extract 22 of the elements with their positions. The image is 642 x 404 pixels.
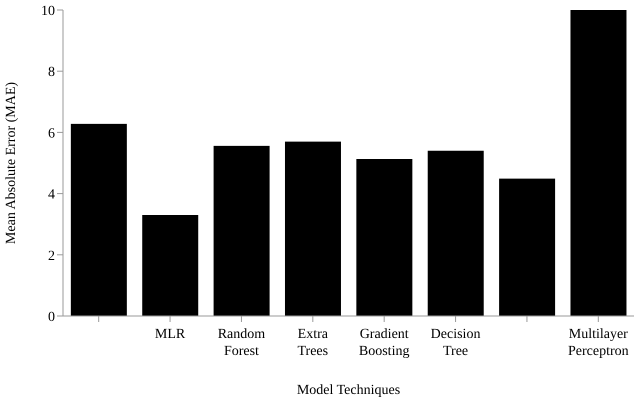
bar xyxy=(70,124,127,316)
x-tick-label: Multilayer Perceptron xyxy=(568,327,629,359)
y-tick-label: 4 xyxy=(48,188,55,203)
x-tick-label: Random Forest xyxy=(218,327,266,359)
x-axis-title: Model Techniques xyxy=(296,383,400,398)
bar xyxy=(428,150,484,316)
bar xyxy=(284,142,341,316)
bar xyxy=(142,215,198,316)
x-tick-label: MLR xyxy=(154,327,186,342)
y-tick-label: 8 xyxy=(48,65,55,80)
bar xyxy=(356,159,412,316)
y-tick-label: 0 xyxy=(48,310,55,325)
y-axis-title: Mean Absolute Error (MAE) xyxy=(4,82,19,244)
bar xyxy=(214,146,270,316)
x-tick-label: Extra Trees xyxy=(298,327,329,359)
x-tick-label: Gradient Boosting xyxy=(358,327,410,359)
y-tick-label: 10 xyxy=(41,4,55,19)
bar xyxy=(570,10,626,316)
y-tick-label: 2 xyxy=(48,248,55,264)
x-tick-label: Decision Tree xyxy=(430,327,480,359)
y-tick-label: 6 xyxy=(48,126,55,142)
bar xyxy=(499,178,556,316)
